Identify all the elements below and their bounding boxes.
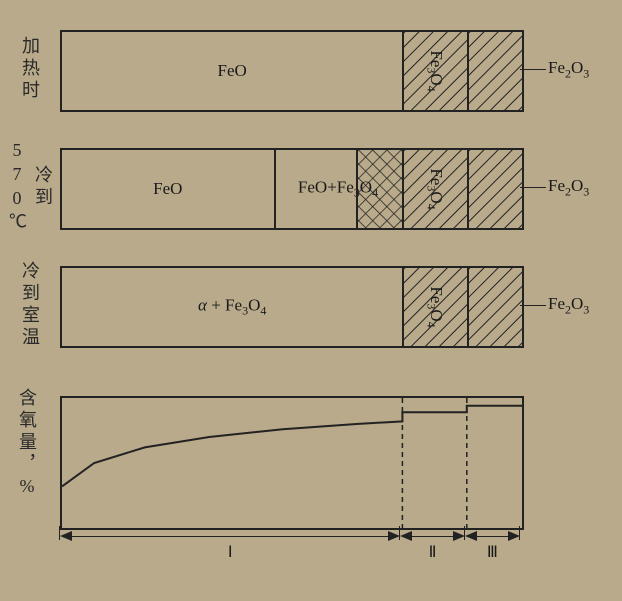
segment-label: α + Fe3O4: [198, 295, 266, 318]
right-label: Fe2O3: [548, 58, 589, 81]
segment-label: FeO: [153, 179, 182, 199]
arrow-head-left: [60, 531, 72, 541]
segment: [467, 150, 522, 228]
layer-bar: α + Fe3O4 Fe3O4: [60, 266, 524, 348]
segment: [467, 268, 522, 346]
layer-bar: FeO Fe3O4: [60, 30, 524, 112]
boundary-tick: [464, 526, 465, 540]
row-label: 冷到室温: [8, 260, 52, 350]
segment-label: Fe3O4: [423, 286, 445, 327]
right-label: Fe2O3: [548, 294, 589, 317]
region-label: Ⅰ: [228, 542, 233, 562]
oxygen-chart: [60, 396, 524, 530]
boundary-tick: [519, 526, 520, 540]
segment-label: FeO: [218, 61, 247, 81]
row-label: 加热时: [8, 24, 52, 114]
region-label: Ⅱ: [429, 542, 437, 562]
right-label: Fe2O3: [548, 176, 589, 199]
region-arrow: [477, 536, 508, 537]
row-label: 冷到570℃: [8, 142, 52, 232]
segment-label: Fe3O4: [423, 50, 445, 91]
y-axis-label: 含氧量，%: [14, 388, 40, 538]
arrow-head-left: [465, 531, 477, 541]
layer-bar: FeOFeO+Fe3O4 Fe3O4: [60, 148, 524, 230]
segment-label: Fe3O4: [423, 168, 445, 209]
pointer-line: [520, 69, 546, 70]
segment: [467, 32, 522, 110]
region-arrow: [72, 536, 388, 537]
pointer-line: [520, 187, 546, 188]
pointer-line: [520, 305, 546, 306]
segment: [356, 150, 402, 228]
region-arrow: [412, 536, 452, 537]
boundary-tick: [59, 526, 60, 540]
arrow-head-left: [400, 531, 412, 541]
boundary-tick: [399, 526, 400, 540]
region-label: Ⅲ: [487, 542, 498, 562]
